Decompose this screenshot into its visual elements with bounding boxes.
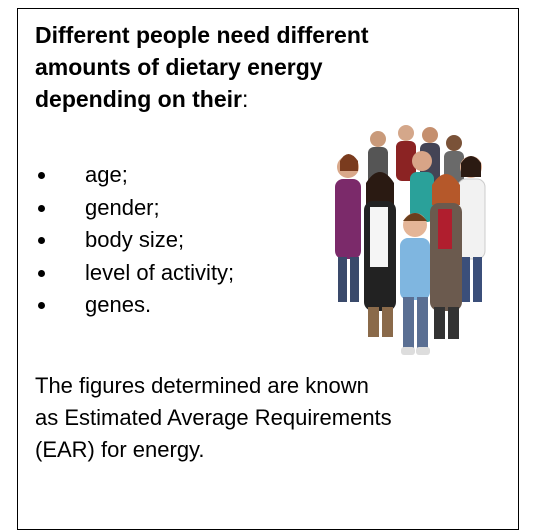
bullet-item: age; xyxy=(18,159,234,192)
bullet-item: body size; xyxy=(18,224,234,257)
heading: Different people need different amounts … xyxy=(35,19,369,115)
content-box: Different people need different amounts … xyxy=(17,8,519,530)
heading-line: Different people need different xyxy=(35,19,369,51)
page: Different people need different amounts … xyxy=(0,0,535,477)
people-illustration xyxy=(318,117,498,367)
paragraph: The figures determined are known as Esti… xyxy=(35,370,392,466)
bullet-list: age; gender; body size; level of activit… xyxy=(18,159,234,322)
paragraph-line: The figures determined are known xyxy=(35,370,392,402)
heading-line: amounts of dietary energy xyxy=(35,51,369,83)
heading-suffix: : xyxy=(242,86,248,112)
bullet-item: genes. xyxy=(18,289,234,322)
bullet-item: level of activity; xyxy=(18,257,234,290)
paragraph-line: (EAR) for energy. xyxy=(35,434,392,466)
heading-line: depending on their: xyxy=(35,86,248,112)
heading-text: depending on their xyxy=(35,86,242,112)
paragraph-line: as Estimated Average Requirements xyxy=(35,402,392,434)
bullet-item: gender; xyxy=(18,192,234,225)
